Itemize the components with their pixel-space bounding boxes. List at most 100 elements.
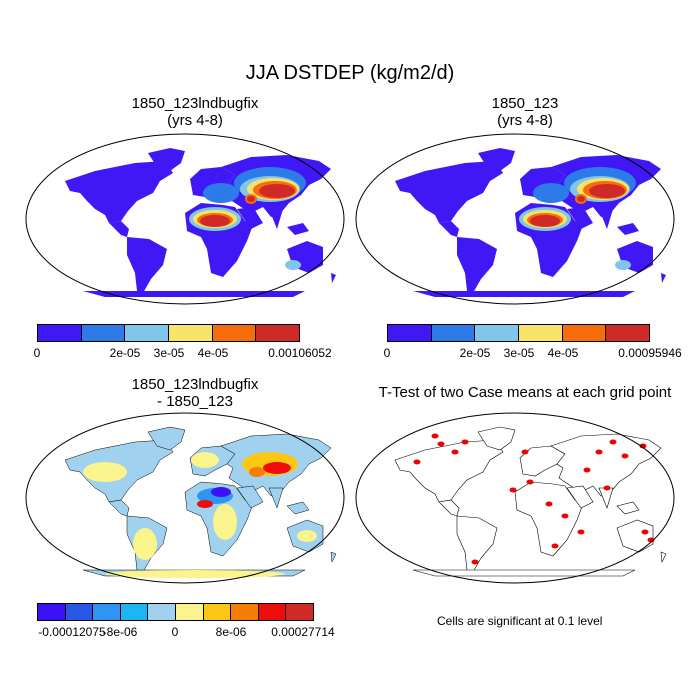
land-region (566, 485, 594, 509)
land-region (478, 148, 515, 171)
panel-title-bottom-left: 1850_123lndbugfix - 1850_123 (45, 376, 345, 410)
colorbar-swatch (65, 604, 94, 620)
map-t-test-significance (355, 412, 675, 584)
land-region (457, 237, 497, 293)
land-region (660, 551, 667, 564)
data-patch (263, 462, 291, 474)
map-border (25, 412, 345, 584)
data-patch (247, 196, 255, 202)
colorbar-swatch (203, 604, 232, 620)
panel-title-line2: (yrs 4-8) (167, 112, 223, 129)
colorbar-label: -8e-06 (102, 625, 138, 639)
colorbar-swatch (38, 325, 82, 341)
land-region (287, 223, 309, 235)
colorbar-swatch (81, 325, 126, 341)
land-region (567, 207, 593, 229)
significant-cell (595, 449, 603, 455)
map-border (25, 133, 345, 305)
colorbar-label: 0 (33, 346, 41, 360)
data-patch (259, 184, 295, 198)
land-region (520, 167, 565, 197)
significant-cell (451, 449, 459, 455)
colorbar-label: 0 (171, 625, 179, 639)
data-patch (200, 215, 230, 227)
data-patch (285, 260, 301, 270)
data-patch (297, 530, 317, 542)
map-difference (25, 412, 345, 584)
colorbar-top-right (387, 324, 650, 342)
colorbar-swatch (519, 325, 563, 341)
colorbar-label: 2e-05 (459, 346, 491, 360)
colorbar-label: 4e-05 (547, 346, 579, 360)
colorbar-swatch (475, 325, 520, 341)
colorbar-label: 0 (383, 346, 391, 360)
colorbar-swatch (286, 604, 313, 620)
significant-cell (437, 441, 445, 447)
colorbar-swatch (169, 325, 213, 341)
panel-title-line1: T-Test of two Case means at each grid po… (378, 384, 672, 401)
significant-cell (561, 513, 569, 519)
colorbar-swatch (148, 604, 176, 620)
map-case-1850-123lndbugfix (25, 133, 345, 305)
land-region (661, 273, 666, 283)
map-case-1850-123 (355, 133, 675, 305)
significant-cell (545, 501, 553, 507)
data-patch (530, 215, 560, 227)
colorbar-swatch (120, 604, 149, 620)
significant-cell (583, 467, 591, 473)
colorbar-label: 0.00106052 (268, 346, 332, 360)
land-region (616, 519, 654, 553)
data-patch (191, 452, 219, 468)
data-patch (203, 183, 239, 203)
significant-cell (647, 537, 655, 543)
colorbar-swatch (431, 325, 476, 341)
land-region (456, 515, 498, 573)
land-region (109, 221, 129, 237)
colorbar-swatch (606, 325, 650, 341)
data-patch (213, 504, 237, 540)
colorbar-swatch (562, 325, 607, 341)
land-region (412, 569, 636, 577)
data-patch (197, 500, 213, 508)
colorbar-swatch (125, 325, 170, 341)
panel-title-bottom-right: T-Test of two Case means at each grid po… (355, 384, 695, 401)
panel-title-line1: 1850_123lndbugfix (131, 376, 259, 393)
panel-title-top-left: 1850_123lndbugfix (yrs 4-8) (45, 95, 345, 129)
significant-cell (413, 459, 421, 465)
land-region (616, 501, 640, 515)
land-region (413, 291, 635, 297)
colorbar-swatch (258, 604, 287, 620)
panel-title-line2: - 1850_123 (157, 393, 233, 410)
colorbar-label: 3e-05 (503, 346, 535, 360)
significant-cell (603, 485, 611, 491)
data-patch (133, 528, 157, 560)
land-region (147, 426, 186, 451)
significance-note: Cells are significant at 0.1 level (437, 614, 603, 628)
land-region (286, 501, 310, 515)
land-region (83, 291, 305, 297)
significant-cell (639, 443, 647, 449)
land-region (269, 209, 283, 229)
colorbar-swatch (212, 325, 257, 341)
significant-cell (577, 529, 585, 535)
panel-title-line1: 1850_123 (491, 95, 559, 112)
land-region (477, 426, 516, 451)
significant-cell (471, 559, 479, 565)
significant-cell (526, 479, 534, 485)
colorbar-label: 2e-05 (109, 346, 141, 360)
data-patch (533, 183, 569, 203)
data-patch (249, 467, 265, 477)
significant-cell (609, 439, 617, 445)
colorbar-top-left (37, 324, 300, 342)
colorbar-label: 4e-05 (197, 346, 229, 360)
significant-cell (431, 433, 439, 439)
land-region (65, 161, 173, 223)
significant-cell (509, 487, 517, 493)
colorbar-swatch (175, 604, 204, 620)
land-region (439, 221, 459, 237)
map-border (355, 133, 675, 305)
significant-cell (521, 449, 529, 455)
land-region (617, 223, 639, 235)
land-region (330, 551, 337, 563)
land-region (395, 161, 503, 223)
